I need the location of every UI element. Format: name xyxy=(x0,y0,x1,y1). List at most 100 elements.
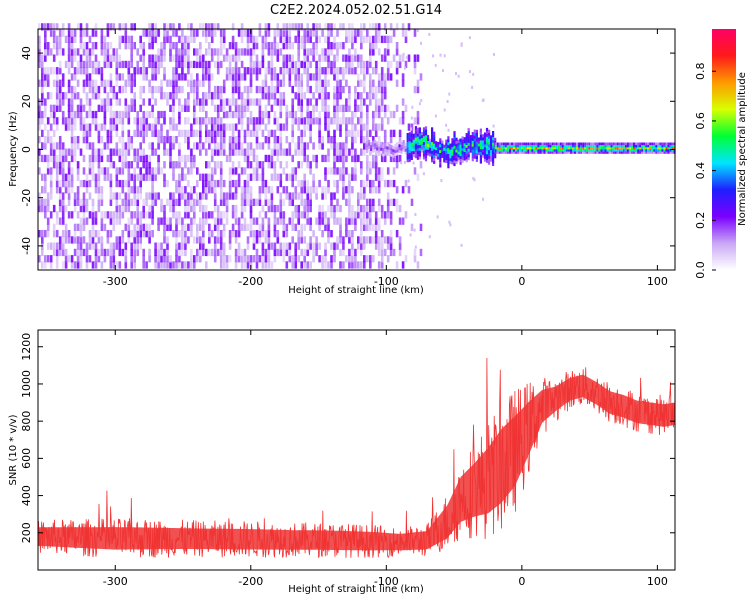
spectrogram-cell xyxy=(210,186,214,194)
spectrogram-cell xyxy=(82,104,86,112)
spectrogram-cell xyxy=(653,146,656,150)
spectrogram-cell xyxy=(58,79,62,87)
spectrogram-cell xyxy=(327,179,330,188)
spectrogram-cell xyxy=(243,29,247,37)
spectrogram-cell xyxy=(49,261,53,269)
spectrogram-cell xyxy=(205,217,208,225)
spectrogram-cell xyxy=(175,42,178,50)
spectrogram-cell xyxy=(509,142,511,146)
spectrogram-cell xyxy=(64,236,68,244)
spectrogram-cell xyxy=(592,151,595,154)
spectrogram-cell xyxy=(374,186,378,194)
spectrogram-cell xyxy=(67,29,71,37)
spectrogram-cell xyxy=(172,230,175,238)
spectrogram-cell xyxy=(473,132,476,136)
spectrogram-cell xyxy=(368,139,371,143)
spectrogram-cell xyxy=(473,144,476,148)
spectrogram-cell xyxy=(360,261,363,269)
spectrogram-cell xyxy=(121,123,125,131)
spectrogram-cell xyxy=(485,156,489,161)
spectrogram-cell xyxy=(121,230,125,238)
spectrogram-cell xyxy=(408,138,411,142)
spectrogram-cell xyxy=(327,42,330,50)
spectrogram-cell xyxy=(175,179,178,188)
spectrogram-cell xyxy=(106,236,110,244)
spectrogram-cell xyxy=(94,230,98,238)
spectrogram-cell xyxy=(315,67,318,75)
spectrogram-cell xyxy=(384,142,387,146)
spectrogram-cell xyxy=(225,54,229,62)
spectrogram-cell xyxy=(175,48,178,56)
spectrogram-cell xyxy=(360,129,363,137)
spectrogram-cell xyxy=(136,198,139,206)
spectrogram-cell xyxy=(398,217,402,225)
spectrogram-cell xyxy=(103,110,107,119)
spectrogram-cell xyxy=(386,42,390,50)
spectrogram-cell xyxy=(276,29,280,37)
spectrogram-cell xyxy=(88,98,92,106)
spectrogram-cell xyxy=(112,248,116,257)
spectrogram-cell xyxy=(336,54,339,62)
spectrogram-cell xyxy=(318,60,321,69)
spectrogram-cell xyxy=(190,230,193,238)
spectrogram-cell xyxy=(481,145,485,150)
spectrogram-cell xyxy=(267,42,271,50)
spectrogram-cell xyxy=(88,236,92,244)
spectrogram-cell xyxy=(124,192,128,200)
spectrogram-cell xyxy=(475,132,478,136)
spectrogram-cell xyxy=(109,161,113,169)
spectrogram-cell xyxy=(175,261,178,269)
spectrogram-cell xyxy=(127,136,131,144)
spectrogram-cell xyxy=(106,104,110,112)
spectrogram-cell xyxy=(270,161,274,169)
spectrogram-cell xyxy=(94,54,98,62)
spectrogram-cell xyxy=(492,151,495,155)
spectrogram-cell xyxy=(369,98,372,106)
spectrogram-cell xyxy=(327,60,330,69)
spectrogram-cell xyxy=(339,123,342,131)
spectrogram-cell xyxy=(148,35,151,43)
spectrogram-cell xyxy=(172,123,175,131)
spectrogram-cell xyxy=(282,242,286,250)
spectrogram-cell xyxy=(294,110,297,119)
spectrogram-cell xyxy=(549,149,552,152)
spectrogram-cell xyxy=(407,23,411,31)
spectrogram-x-tick-label: -200 xyxy=(238,275,263,288)
spectrogram-cell xyxy=(372,136,375,144)
spectrogram-cell xyxy=(121,211,125,219)
spectrogram-cell xyxy=(61,204,65,213)
colorbar-tick-label: 0.4 xyxy=(694,162,707,180)
spectrogram-cell xyxy=(457,142,460,146)
spectrogram-cell xyxy=(378,143,381,147)
spectrogram-cell xyxy=(369,79,372,87)
spectrogram-cell xyxy=(52,242,56,250)
spectrogram-cell xyxy=(541,144,544,148)
spectrogram-cell xyxy=(363,236,366,244)
spectrogram-cell xyxy=(97,85,101,94)
spectrogram-cell xyxy=(490,146,493,150)
spectrogram-cell xyxy=(465,136,468,140)
spectrogram-cell xyxy=(481,137,485,141)
spectrogram-cell xyxy=(97,248,101,257)
spectrogram-cell xyxy=(219,92,223,100)
spectrogram-cell xyxy=(216,48,220,56)
spectrogram-cell xyxy=(202,98,205,106)
spectrogram-cell xyxy=(351,117,354,125)
spectrogram-cell xyxy=(422,156,426,160)
spectrogram-cell xyxy=(318,123,321,131)
spectrogram-cell xyxy=(240,48,244,56)
spectrogram-cell xyxy=(172,204,175,213)
spectrogram-cell xyxy=(208,236,211,244)
spectrogram-cell xyxy=(193,35,196,43)
spectrogram-cell xyxy=(402,140,405,144)
spectrogram-cell xyxy=(492,159,495,164)
spectrogram-cell xyxy=(219,179,223,188)
spectrogram-cell xyxy=(549,146,552,150)
spectrogram-cell xyxy=(521,151,524,154)
spectrogram-cell xyxy=(330,48,333,56)
spectrogram-cell xyxy=(345,198,348,206)
spectrogram-cell xyxy=(249,48,253,56)
spectrogram-cell xyxy=(300,198,303,206)
spectrogram-cell xyxy=(496,149,499,152)
spectrogram-cell xyxy=(651,151,654,154)
